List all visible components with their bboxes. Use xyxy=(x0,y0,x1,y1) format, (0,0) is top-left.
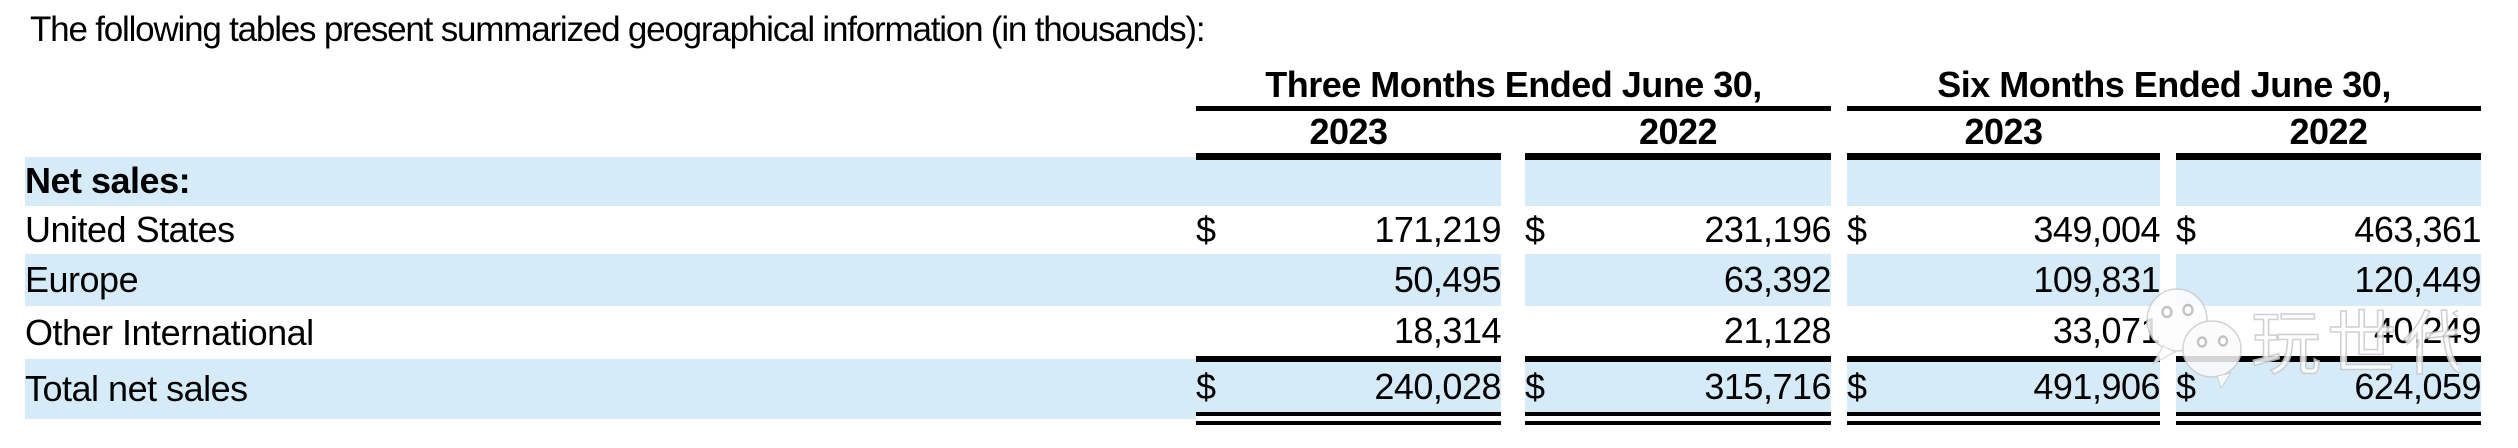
value-cell: 33,071 xyxy=(2052,310,2161,351)
currency-cell xyxy=(2176,306,2241,359)
value-cell: 349,004 xyxy=(2033,209,2161,250)
column-gap xyxy=(1501,206,1525,254)
col-group-three-months: Three Months Ended June 30, xyxy=(1196,56,1832,111)
row-europe: Europe 50,495 63,392 109,831 120,449 xyxy=(25,254,2482,306)
value-cell: 21,128 xyxy=(1723,310,1832,351)
header-row-years: 2023 2022 2023 2022 xyxy=(25,108,2482,160)
currency-cell: $ xyxy=(1847,356,1913,425)
currency-cell: $ xyxy=(1525,209,1545,250)
column-gap xyxy=(1831,359,1847,419)
value-cell: 463,361 xyxy=(2354,209,2482,250)
year-header: 2023 xyxy=(1847,108,2161,160)
col-group-six-months: Six Months Ended June 30, xyxy=(1847,56,2482,111)
currency-cell xyxy=(1196,254,1256,306)
row-label: Other International xyxy=(25,311,314,353)
year-header: 2022 xyxy=(2176,108,2482,160)
column-gap xyxy=(2160,109,2176,157)
value-cell: 63,392 xyxy=(1585,254,1832,306)
value-cell: 120,449 xyxy=(2241,254,2482,306)
empty-cell xyxy=(25,56,1196,109)
row-net-sales-header: Net sales: xyxy=(25,156,2482,207)
section-label: Net sales: xyxy=(25,156,1196,206)
year-header: 2022 xyxy=(1525,108,1832,160)
column-gap xyxy=(1831,306,1847,359)
currency-cell: $ xyxy=(2176,356,2242,425)
currency-cell: $ xyxy=(1196,356,1256,425)
row-label: Europe xyxy=(25,254,1196,306)
row-total-net-sales: Total net sales $ 240,028 $ 315,716 $ 49… xyxy=(25,356,2482,425)
header-row-periods: Three Months Ended June 30, Six Months E… xyxy=(25,56,2482,111)
value-cell: 171,219 xyxy=(1374,209,1501,250)
value-cell: 109,831 xyxy=(1912,254,2161,306)
currency-cell xyxy=(1525,254,1585,306)
intro-text: The following tables present summarized … xyxy=(30,10,1206,49)
value-cell: 50,495 xyxy=(1256,254,1501,306)
currency-cell: $ xyxy=(2176,209,2196,250)
currency-cell xyxy=(1847,306,1912,359)
currency-cell xyxy=(1525,306,1585,359)
column-gap xyxy=(1831,157,1847,207)
column-gap xyxy=(2160,306,2176,359)
column-gap xyxy=(2160,206,2176,254)
column-gap xyxy=(1831,254,1847,306)
value-cell: 624,059 xyxy=(2241,356,2482,425)
currency-cell xyxy=(2176,254,2242,306)
value-cell: 18,314 xyxy=(1393,310,1501,351)
row-other-international: Other International 18,314 21,128 33,071… xyxy=(25,306,2481,359)
currency-cell: $ xyxy=(1847,209,1867,250)
year-header: 2023 xyxy=(1196,108,1501,160)
column-gap xyxy=(1501,359,1525,419)
value-cell: 491,906 xyxy=(1912,356,2161,425)
column-gap xyxy=(1501,109,1525,157)
currency-cell: $ xyxy=(1196,209,1216,250)
currency-cell xyxy=(1847,254,1913,306)
column-gap xyxy=(1831,206,1847,254)
value-cell: 40,249 xyxy=(2373,310,2482,351)
column-gap xyxy=(2160,254,2176,306)
column-gap xyxy=(1831,109,1847,157)
value-cell: 315,716 xyxy=(1585,356,1832,425)
column-gap xyxy=(2160,157,2176,207)
column-gap xyxy=(1501,306,1525,359)
geographical-info-table: Three Months Ended June 30, Six Months E… xyxy=(25,56,2482,425)
row-united-states: United States $ 171,219 $ 231,196 $ 349,… xyxy=(25,206,2481,254)
row-label: Total net sales xyxy=(25,359,1196,419)
value-cell: 240,028 xyxy=(1256,356,1501,425)
empty-cell xyxy=(25,109,1196,157)
column-gap xyxy=(1501,254,1525,306)
column-gap xyxy=(1831,56,1847,109)
column-gap xyxy=(1501,157,1525,207)
column-gap xyxy=(2160,359,2176,419)
currency-cell: $ xyxy=(1525,356,1585,425)
value-cell: 231,196 xyxy=(1704,209,1832,250)
row-label: United States xyxy=(25,209,235,250)
currency-cell xyxy=(1196,306,1256,359)
